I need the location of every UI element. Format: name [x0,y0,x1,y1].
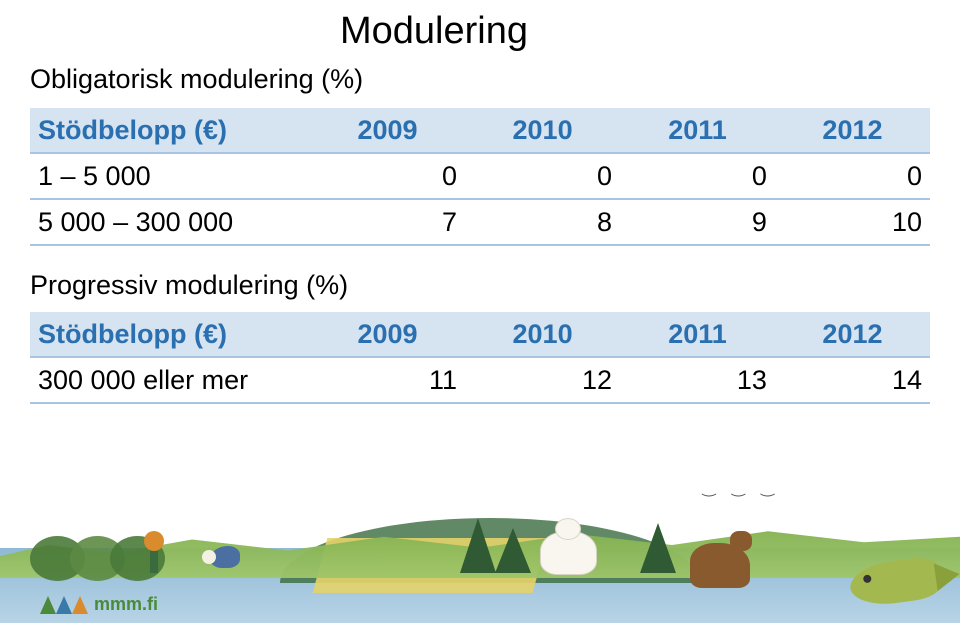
cell: 0 [465,153,620,199]
cell: 7 [310,199,465,245]
flower-icon [150,543,158,573]
col-header: 2012 [775,312,930,357]
cell: 0 [310,153,465,199]
tree-icon [640,523,676,573]
logo-triangle-icon [56,596,72,614]
table-row: 5 000 – 300 000 7 8 9 10 [30,199,930,245]
bird-icon [210,546,240,568]
page-title: Modulering [340,10,528,53]
tree-icon [460,518,496,573]
cell: 8 [465,199,620,245]
footer-illustration: ‿ ‿ ‿ mmm.fi [0,463,960,623]
cell: 0 [620,153,775,199]
flying-birds-icon: ‿ ‿ ‿ [703,478,780,498]
logo-text: mmm.fi [94,594,158,615]
col-header: 2011 [620,108,775,153]
logo-triangle-icon [40,596,56,614]
tree-icon [495,528,531,573]
table-header-row: Stödbelopp (€) 2009 2010 2011 2012 [30,108,930,153]
table-row: 300 000 eller mer 11 12 13 14 [30,357,930,403]
table-row: 1 – 5 000 0 0 0 0 [30,153,930,199]
col-header: 2009 [310,312,465,357]
cell: 13 [620,357,775,403]
cell: 0 [775,153,930,199]
col-header: 2009 [310,108,465,153]
section1-subtitle: Obligatorisk modulering (%) [30,64,363,95]
cell: 12 [465,357,620,403]
col-header: 2011 [620,312,775,357]
section2-subtitle: Progressiv modulering (%) [30,270,348,301]
row-label: 5 000 – 300 000 [30,199,310,245]
cell: 14 [775,357,930,403]
cell: 9 [620,199,775,245]
cell: 10 [775,199,930,245]
col-header: Stödbelopp (€) [30,108,310,153]
col-header: Stödbelopp (€) [30,312,310,357]
cell: 11 [310,357,465,403]
col-header: 2012 [775,108,930,153]
row-label: 300 000 eller mer [30,357,310,403]
col-header: 2010 [465,108,620,153]
moose-icon [690,543,750,588]
logo-triangle-icon [72,596,88,614]
table-progressiv: Stödbelopp (€) 2009 2010 2011 2012 300 0… [30,312,930,404]
table-obligatorisk: Stödbelopp (€) 2009 2010 2011 2012 1 – 5… [30,108,930,246]
table-header-row: Stödbelopp (€) 2009 2010 2011 2012 [30,312,930,357]
cow-icon [540,531,597,575]
logo: mmm.fi [40,594,158,615]
row-label: 1 – 5 000 [30,153,310,199]
col-header: 2010 [465,312,620,357]
